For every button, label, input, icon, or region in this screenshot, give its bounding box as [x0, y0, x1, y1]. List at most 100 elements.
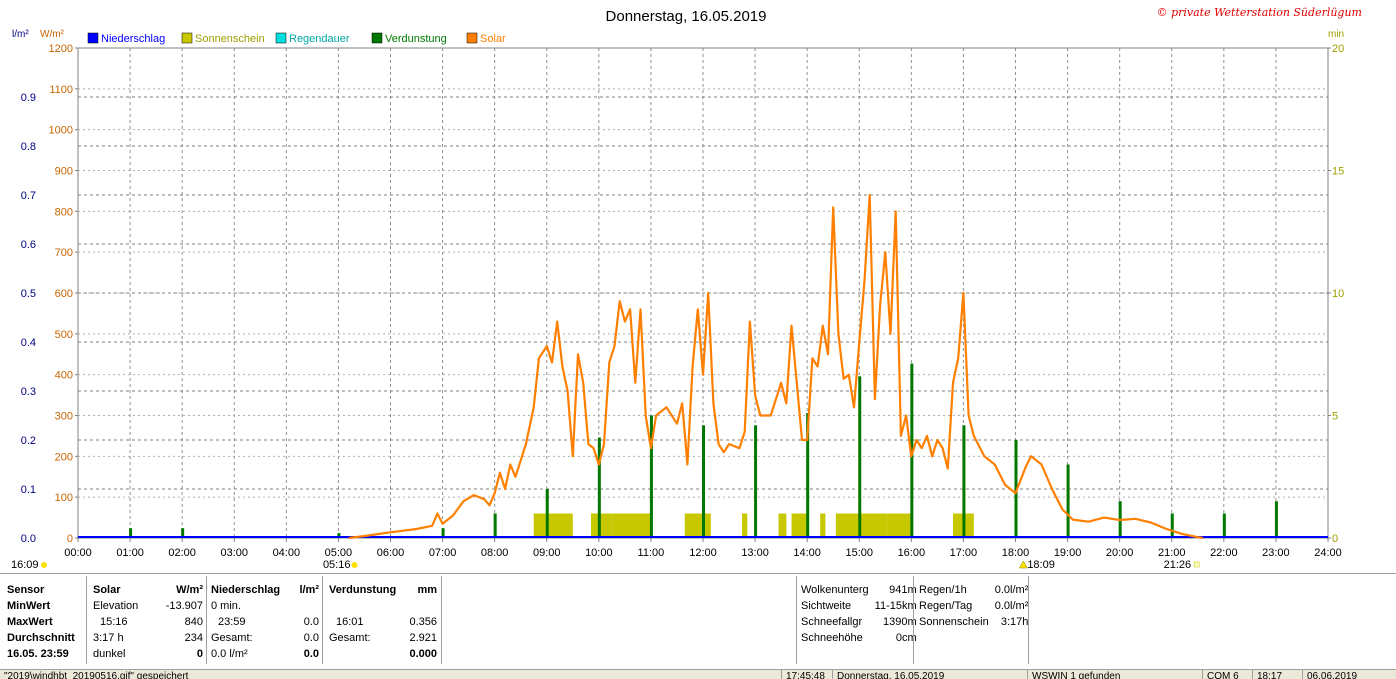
- solar-status: dunkel: [93, 648, 126, 660]
- solar-tick-label: 500: [55, 329, 73, 341]
- precip-min-label: 0 min.: [211, 600, 241, 612]
- sunrise-marker: [351, 562, 358, 568]
- solar-line: [348, 193, 1204, 540]
- x-tick-label: 11:00: [638, 547, 665, 559]
- precip-tick-label: 0.3: [21, 386, 36, 398]
- x-tick-label: 21:00: [1158, 547, 1186, 559]
- solar-tick-label: 1100: [49, 84, 73, 96]
- sunshine-value: 3:17h: [1000, 616, 1029, 628]
- visibility-value: 11-15km: [874, 600, 917, 612]
- precip-tick-label: 0.1: [21, 484, 36, 496]
- solar-series: [348, 193, 1204, 540]
- precip-tick-label: 0.5: [21, 288, 36, 300]
- precip-header: Niederschlag: [211, 584, 281, 596]
- rain-hour-value: 0.0l/m²: [994, 584, 1029, 596]
- precip-tick-label: 0.7: [21, 190, 36, 202]
- x-tick-label: 23:00: [1262, 547, 1290, 559]
- evaporation-bar: [806, 413, 810, 538]
- solar-tick-label: 400: [55, 370, 73, 382]
- solar-tick-label: 100: [55, 492, 73, 504]
- copyright-label: © private Wetterstation Süderlügum: [1157, 6, 1362, 19]
- evaporation-bar: [910, 363, 914, 538]
- sunshine-bar: [591, 513, 612, 538]
- durchschnitt-label: Durchschnitt: [7, 632, 75, 644]
- sunshine-bar: [533, 513, 573, 538]
- precip-max-value: 0.0: [303, 616, 319, 628]
- x-tick-label: 06:00: [377, 547, 405, 559]
- evaporation-table: Verdunstung mm 16:01 0.356 Gesamt: 2.921 0.…: [326, 582, 440, 662]
- sunshine-bar: [684, 513, 711, 538]
- rain-day-label: Regen/Tag: [919, 600, 973, 612]
- divider: [441, 576, 442, 664]
- snow-depth-label: Schneehöhe: [801, 632, 863, 644]
- x-tick-label: 00:00: [64, 547, 92, 559]
- solar-min-value: -13.907: [165, 600, 203, 612]
- peak-label: 18:09: [1027, 559, 1055, 571]
- sunshine-bar: [611, 513, 651, 538]
- solar-unit: W/m²: [176, 584, 203, 596]
- divider: [86, 576, 87, 664]
- evaporation-bar: [649, 415, 653, 538]
- snowline-label: Schneefallgr: [801, 616, 863, 628]
- precip-tick-label: 0.9: [21, 92, 36, 104]
- sun-marker: [41, 562, 47, 568]
- snow-depth-value: 0cm: [895, 632, 917, 644]
- evaporation-bar: [597, 437, 601, 538]
- x-tick-label: 19:00: [1054, 547, 1082, 559]
- evap-total-label: Gesamt:: [329, 632, 371, 644]
- x-tick-label: 01:00: [116, 547, 144, 559]
- x-tick-label: 03:00: [220, 547, 248, 559]
- sunshine-bar: [835, 513, 888, 538]
- evaporation-bar: [1066, 464, 1070, 538]
- evap-total-value: 2.921: [409, 632, 437, 644]
- solar-tick-label: 1200: [49, 43, 73, 55]
- legend-label-2: Regendauer: [289, 33, 350, 45]
- solar-current-value: 0: [196, 648, 203, 660]
- solar-max-time: 15:16: [100, 616, 128, 628]
- precip-max-time: 23:59: [218, 616, 246, 628]
- solar-tick-label: 800: [55, 206, 73, 218]
- precip-total-label: Gesamt:: [211, 632, 253, 644]
- date-label: 16.05. 23:59: [7, 648, 69, 660]
- precip-min-value: [293, 598, 322, 614]
- evap-unit: mm: [417, 584, 437, 596]
- axes: 0.00.10.20.30.40.50.60.70.80.90100200300…: [21, 43, 1345, 559]
- status-com: COM 6: [1202, 670, 1253, 679]
- sunrise-label: 05:16: [323, 559, 351, 571]
- sunshine-bar: [778, 513, 787, 538]
- solar-tick-label: 0: [67, 533, 73, 545]
- precip-tick-label: 0.4: [21, 337, 36, 349]
- x-tick-label: 02:00: [168, 547, 196, 559]
- sensor-panel: Sensor MinWert MaxWert Durchschnitt 16.0…: [0, 573, 1396, 670]
- evap-current-value: 0.000: [409, 648, 437, 660]
- solar-tick-label: 600: [55, 288, 73, 300]
- sensor-table: Sensor MinWert MaxWert Durchschnitt 16.0…: [4, 582, 78, 662]
- peak-marker: [1018, 560, 1028, 569]
- precip-current-value: 0.0: [303, 648, 319, 660]
- minwert-label: MinWert: [7, 600, 51, 612]
- x-tick-label: 17:00: [950, 547, 978, 559]
- minutes-tick-label: 5: [1332, 411, 1338, 423]
- cloud-base-value: 941m: [889, 584, 917, 596]
- legend-swatch-4: [466, 32, 478, 44]
- evaporation-bar: [129, 528, 133, 538]
- minutes-tick-label: 10: [1332, 288, 1344, 300]
- solar-tick-label: 300: [55, 411, 73, 423]
- precip-table: Niederschlag l/m² 0 min. 23:59 0.0 Gesamt:…: [208, 582, 322, 662]
- status-time: 17:45:48: [781, 670, 832, 679]
- x-tick-label: 04:00: [273, 547, 301, 559]
- rain-hour-label: Regen/1h: [919, 584, 967, 596]
- divider: [1028, 576, 1029, 664]
- solar-tick-label: 700: [55, 247, 73, 259]
- divider: [206, 576, 207, 664]
- sunshine-bar: [887, 513, 912, 538]
- status-file: "2019\windhbt_20190516.gif" gespeichert: [4, 671, 189, 679]
- solar-table: Solar W/m² Elevation -13.907 15:16 840 3:17…: [90, 582, 206, 662]
- solar-min-label: Elevation: [93, 600, 139, 612]
- evaporation-bar: [754, 425, 758, 538]
- precip-tick-label: 0.8: [21, 141, 36, 153]
- solar-tick-label: 200: [55, 451, 73, 463]
- sunshine-bar: [742, 513, 748, 538]
- evaporation-bar: [1222, 513, 1226, 538]
- minutes-tick-label: 0: [1332, 533, 1338, 545]
